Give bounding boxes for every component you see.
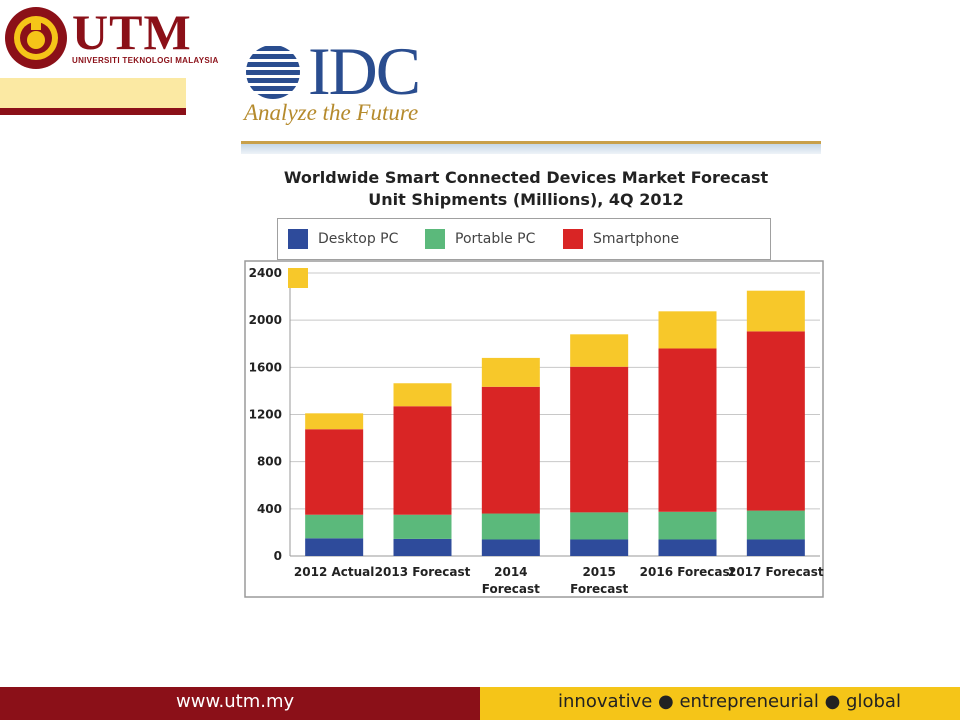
y-tick-label: 400 xyxy=(257,502,282,516)
bar-portable xyxy=(305,514,364,539)
bar-portable xyxy=(393,514,452,539)
legend-swatch-portable xyxy=(425,229,445,249)
bar-smartphone xyxy=(393,406,452,515)
chart-title-line1: Worldwide Smart Connected Devices Market… xyxy=(283,168,769,187)
bar-desktop xyxy=(393,538,452,556)
utm-subtitle: UNIVERSITI TEKNOLOGI MALAYSIA xyxy=(72,56,219,65)
legend-swatch-smartphone xyxy=(563,229,583,249)
bar-tablet xyxy=(746,290,805,332)
legend-label-smartphone: Smartphone xyxy=(593,231,680,247)
x-tick-label: Forecast xyxy=(570,582,628,596)
chart-title: Worldwide Smart Connected Devices Market… xyxy=(243,167,809,211)
legend-item-smartphone: Smartphone xyxy=(563,229,679,249)
bar-smartphone xyxy=(481,386,540,514)
bar-portable xyxy=(746,510,805,540)
bar-tablet xyxy=(570,334,629,367)
bar-smartphone xyxy=(570,366,629,513)
footer-right-band xyxy=(480,687,960,720)
footer-website-link[interactable]: www.utm.my xyxy=(176,691,295,712)
bar-desktop xyxy=(570,539,629,556)
bar-smartphone xyxy=(658,348,717,512)
y-tick-label: 2000 xyxy=(249,313,282,327)
x-tick-label: 2013 Forecast xyxy=(375,565,471,579)
legend-label-portable: Portable PC xyxy=(455,231,536,247)
x-tick-label: 2012 Actual xyxy=(294,565,374,579)
bar-tablet xyxy=(305,413,364,430)
x-tick-label: 2016 Forecast xyxy=(640,565,736,579)
chart-legend: Desktop PC Portable PC Smartphone xyxy=(277,218,771,260)
idc-tagline: Analyze the Future xyxy=(244,100,419,125)
header-yellow-band xyxy=(0,78,186,108)
utm-crest-logo xyxy=(5,7,67,69)
bar-portable xyxy=(658,511,717,540)
legend-label-desktop: Desktop PC xyxy=(318,231,399,247)
x-tick-label: 2014 xyxy=(494,565,527,579)
y-tick-label: 1200 xyxy=(249,408,282,422)
footer-tagline: innovative ● entrepreneurial ● global xyxy=(558,691,901,712)
bar-tablet xyxy=(658,311,717,349)
x-tick-label: 2015 xyxy=(582,565,615,579)
legend-swatch-desktop xyxy=(288,229,308,249)
idc-divider-band xyxy=(241,144,821,154)
y-tick-label: 1600 xyxy=(249,360,282,374)
x-tick-label: 2017 Forecast xyxy=(728,565,824,579)
bar-smartphone xyxy=(746,331,805,511)
idc-wordmark: IDC xyxy=(308,33,421,109)
y-tick-label: 800 xyxy=(257,455,282,469)
legend-item-desktop: Desktop PC xyxy=(288,229,398,249)
legend-swatch-tablet xyxy=(288,268,308,288)
bar-desktop xyxy=(658,539,717,556)
bar-desktop xyxy=(746,539,805,556)
header-red-band xyxy=(0,108,186,115)
bar-desktop xyxy=(481,539,540,556)
bar-desktop xyxy=(305,538,364,556)
y-tick-label: 0 xyxy=(274,549,282,563)
x-tick-label: Forecast xyxy=(482,582,540,596)
bar-portable xyxy=(570,512,629,540)
stacked-bar-chart: 0 400 800 1200 1600 2000 2400 2012 Actual 2013 F… xyxy=(244,260,824,598)
bar-smartphone xyxy=(305,429,364,515)
legend-item-portable: Portable PC xyxy=(425,229,535,249)
chart-title-line2: Unit Shipments (Millions), 4Q 2012 xyxy=(368,190,684,209)
bar-portable xyxy=(481,513,540,540)
bar-tablet xyxy=(393,383,452,407)
idc-globe-icon xyxy=(246,46,300,99)
utm-wordmark: UTM xyxy=(72,4,192,60)
footer-left-band xyxy=(0,687,480,720)
bar-tablet xyxy=(481,357,540,387)
y-tick-label: 2400 xyxy=(249,266,282,280)
idc-divider xyxy=(241,141,821,144)
